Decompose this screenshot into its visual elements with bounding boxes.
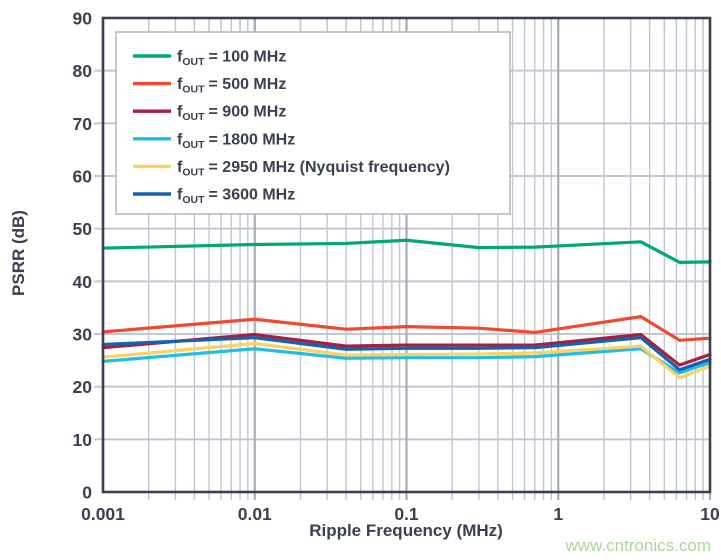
- legend-label-fout-100-mhz: fOUT = 100 MHz: [177, 49, 286, 69]
- x-tick-label: 1: [553, 504, 563, 524]
- legend-label-fout-900-mhz: fOUT = 900 MHz: [177, 104, 286, 124]
- series-line-fout-1800-mhz: [101, 347, 712, 375]
- legend-box: [115, 31, 511, 215]
- plot-border: [101, 16, 712, 494]
- legend-label-fout-3600-mhz: fOUT = 3600 MHz: [177, 187, 295, 207]
- series-line-fout-500-mhz: [101, 315, 712, 342]
- series-line-fout-900-mhz: [101, 332, 712, 367]
- x-axis-title: Ripple Frequency (MHz): [309, 521, 503, 540]
- series-lines: [101, 238, 712, 380]
- watermark-text: www.cntronics.com: [565, 536, 711, 555]
- legend-label-fout-2950-mhz-nyquist-frequency: fOUT = 2950 MHz (Nyquist frequency): [177, 159, 450, 179]
- x-tick-label: 0.01: [238, 504, 272, 524]
- y-tick-label: 80: [73, 61, 93, 81]
- x-tick-label: 0.001: [81, 504, 125, 524]
- y-tick-label: 90: [73, 9, 93, 29]
- series-line-fout-100-mhz: [101, 238, 712, 264]
- x-tick-label: 0.1: [394, 504, 419, 524]
- axis-ticks: [94, 18, 712, 500]
- y-tick-label: 50: [73, 219, 93, 239]
- y-tick-label: 40: [73, 272, 93, 292]
- legend-label-fout-1800-mhz: fOUT = 1800 MHz: [177, 131, 295, 151]
- x-tick-label: 10: [700, 504, 720, 524]
- y-tick-label: 10: [73, 430, 93, 450]
- legend-label-fout-500-mhz: fOUT = 500 MHz: [177, 76, 286, 96]
- series-line-fout-3600-mhz: [101, 336, 712, 372]
- legend: fOUT = 100 MHz fOUT = 500 MHz fOUT = 900 MHz f…: [133, 49, 450, 207]
- tick-labels: 0 10 20 30 40 50 60 70 80 90 0.001 0.01 0.1 1 10: [73, 9, 720, 525]
- y-tick-label: 20: [73, 377, 93, 397]
- y-tick-label: 60: [73, 167, 93, 187]
- y-tick-label: 0: [82, 483, 92, 503]
- y-axis-title: PSRR (dB): [9, 210, 28, 296]
- y-tick-label: 30: [73, 325, 93, 345]
- series-line-fout-2950-mhz-nyquist-frequency: [101, 341, 712, 380]
- y-tick-label: 70: [73, 114, 93, 134]
